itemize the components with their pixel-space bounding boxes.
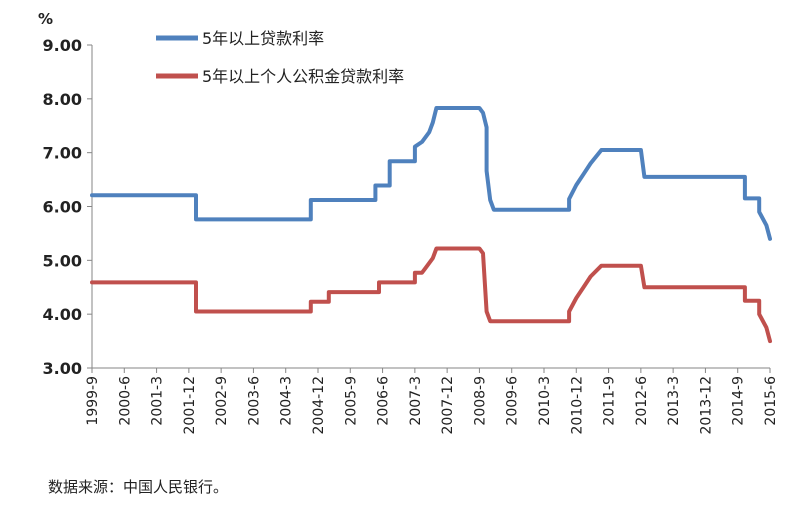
- y-axis-label: %: [38, 10, 53, 28]
- x-tick-label: 2011-9: [602, 376, 618, 426]
- x-tick-label: 2000-6: [117, 376, 133, 426]
- x-tick-label: 2002-9: [214, 376, 230, 426]
- x-tick-label: 2013-12: [698, 376, 714, 435]
- legend-label-2: 5年以上个人公积金贷款利率: [202, 67, 404, 86]
- x-tick-label: 2010-3: [537, 376, 553, 426]
- y-tick-label: 5.00: [43, 251, 82, 270]
- x-tick-label: 2014-9: [731, 376, 747, 426]
- y-tick-label: 4.00: [43, 305, 82, 324]
- x-tick-label: 2004-12: [311, 376, 327, 435]
- x-tick-label: 2015-6: [763, 376, 779, 426]
- x-tick-label: 2001-3: [150, 376, 166, 426]
- x-tick-label: 2006-6: [376, 376, 392, 426]
- y-tick-label: 6.00: [43, 198, 82, 217]
- y-tick-label: 3.00: [43, 359, 82, 378]
- x-tick-label: 2005-9: [343, 376, 359, 426]
- x-tick-label: 2009-6: [505, 376, 521, 426]
- legend-label-1: 5年以上贷款利率: [202, 29, 324, 48]
- x-tick-label: 2012-6: [634, 376, 650, 426]
- y-tick-label: 9.00: [43, 36, 82, 55]
- x-tick-label: 2010-12: [569, 376, 585, 435]
- series-line-1: [90, 106, 772, 241]
- x-tick-label: 2001-12: [182, 376, 198, 435]
- x-tick-label: 2004-3: [279, 376, 295, 426]
- x-tick-label: 2007-3: [408, 376, 424, 426]
- source-note: 数据来源：中国人民银行。: [48, 478, 229, 496]
- y-tick-label: 7.00: [43, 144, 82, 163]
- series-line-2: [90, 246, 772, 344]
- x-tick-label: 2013-3: [666, 376, 682, 426]
- y-tick-label: 8.00: [43, 90, 82, 109]
- x-tick-label: 2008-9: [472, 376, 488, 426]
- line-chart: 3.00 4.00 5.00 6.00 7.00 8.00 9.00% 1999-9 2000-…: [38, 10, 779, 435]
- x-tick-label: 2003-6: [246, 376, 262, 426]
- x-tick-label: 2007-12: [440, 376, 456, 435]
- x-tick-label: 1999-9: [85, 376, 101, 426]
